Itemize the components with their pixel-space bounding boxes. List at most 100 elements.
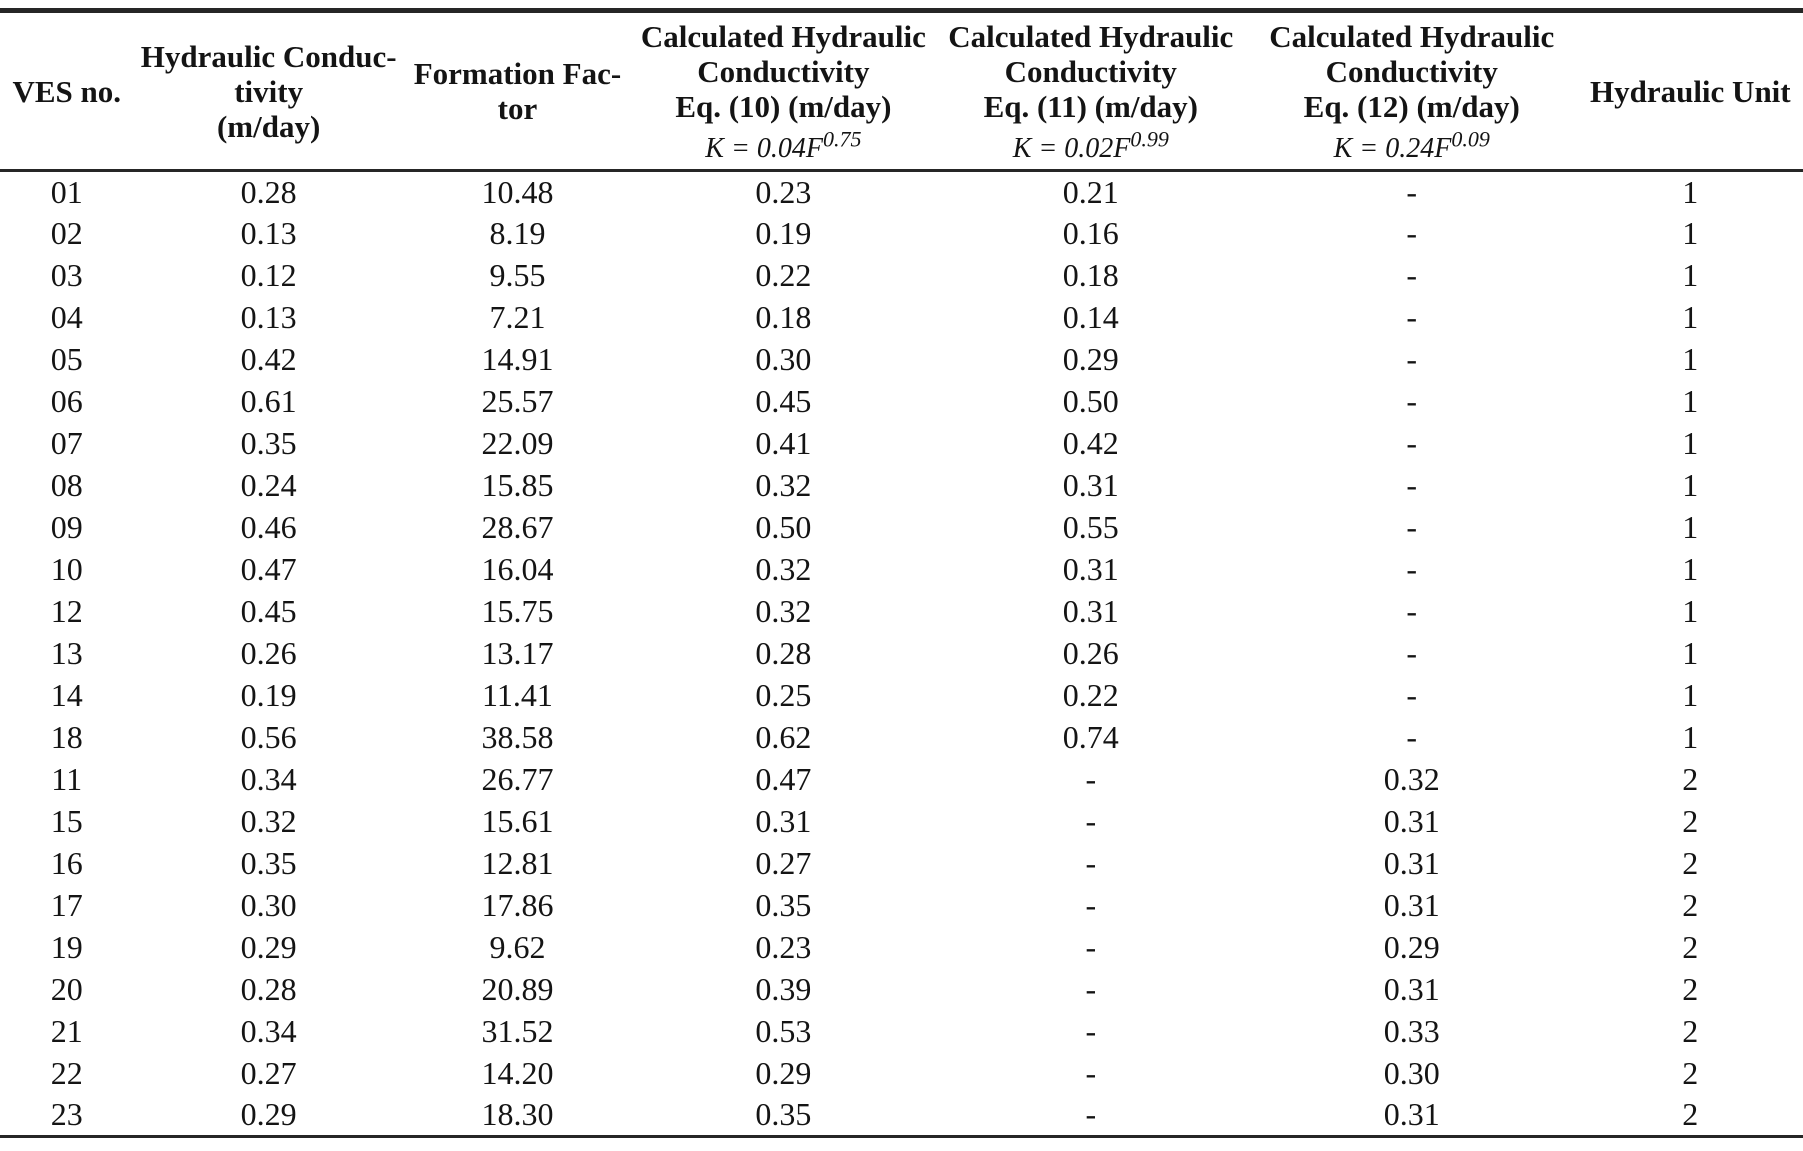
table-cell: 0.31 bbox=[1062, 593, 1119, 629]
table-cell: 2 bbox=[1682, 1096, 1699, 1133]
formula-base: K = 0.04F bbox=[705, 132, 823, 164]
header-text: Calculated Hydraulic Conductivity Eq. (11)… bbox=[936, 19, 1246, 124]
table-cell: 0.31 bbox=[1383, 1096, 1440, 1133]
table-cell: 0.41 bbox=[755, 425, 812, 461]
header-text: Calculated Hydraulic Conductivity Eq. (12)… bbox=[1246, 19, 1578, 124]
table-cell: 26.77 bbox=[481, 761, 554, 797]
table-cell: 0.27 bbox=[755, 845, 812, 881]
table-cell: 0.50 bbox=[755, 509, 812, 545]
table-cell: 2 bbox=[1682, 1055, 1699, 1091]
table-cell: 07 bbox=[50, 425, 83, 461]
table-cell: 0.34 bbox=[240, 1013, 297, 1049]
table-cell: 0.29 bbox=[1062, 341, 1119, 377]
table-cell: 02 bbox=[50, 215, 83, 251]
table-cell: - bbox=[1406, 173, 1418, 210]
header-text: VES no. bbox=[0, 74, 133, 109]
table-cell: 21 bbox=[50, 1013, 83, 1049]
table-cell: 0.18 bbox=[1062, 257, 1119, 293]
table-cell: 0.32 bbox=[1383, 761, 1440, 797]
table-cell: - bbox=[1406, 257, 1418, 293]
header-row: VES no. Hydraulic Conduc-tivity (m/day) F… bbox=[0, 10, 1803, 172]
column-header-hydraulic-unit: Hydraulic Unit bbox=[1577, 10, 1803, 172]
table-row: 10 0.47 16.04 0.32 0.31 - 1 bbox=[0, 549, 1803, 591]
table-row: 15 0.32 15.61 0.31 - 0.31 2 bbox=[0, 801, 1803, 843]
table-cell: 0.23 bbox=[755, 173, 812, 210]
table-cell: 0.61 bbox=[240, 383, 297, 419]
table-cell: 0.56 bbox=[240, 719, 297, 755]
table-cell: 9.55 bbox=[489, 257, 546, 293]
table-cell: 0.53 bbox=[755, 1013, 812, 1049]
formula-eq10: K = 0.04F0.75 bbox=[631, 128, 936, 164]
column-header-ves-no: VES no. bbox=[0, 10, 134, 172]
table-cell: 0.31 bbox=[755, 803, 812, 839]
table-cell: 38.58 bbox=[481, 719, 554, 755]
table-cell: 23 bbox=[50, 1096, 83, 1133]
table-cell: 0.25 bbox=[755, 677, 812, 713]
table-cell: 22 bbox=[50, 1055, 83, 1091]
table-cell: - bbox=[1406, 677, 1418, 713]
table-row: 08 0.24 15.85 0.32 0.31 - 1 bbox=[0, 465, 1803, 507]
table-cell: 9.62 bbox=[489, 929, 546, 965]
table-cell: 0.30 bbox=[755, 341, 812, 377]
table-cell: 0.62 bbox=[755, 719, 812, 755]
table-cell: - bbox=[1085, 887, 1097, 923]
table-cell: 20 bbox=[50, 971, 83, 1007]
table-cell: 2 bbox=[1682, 803, 1699, 839]
table-cell: 11 bbox=[51, 761, 83, 797]
table-cell: 18 bbox=[50, 719, 83, 755]
table-cell: 1 bbox=[1682, 719, 1699, 755]
table-cell: 1 bbox=[1682, 341, 1699, 377]
header-line: Conductivity bbox=[697, 53, 870, 89]
table-cell: 16 bbox=[50, 845, 83, 881]
formula-eq11: K = 0.02F0.99 bbox=[936, 128, 1246, 164]
table-cell: 0.31 bbox=[1383, 845, 1440, 881]
table-cell: 0.22 bbox=[755, 257, 812, 293]
table-cell: 09 bbox=[50, 509, 83, 545]
table-cell: 11.41 bbox=[482, 677, 553, 713]
table-cell: 12 bbox=[50, 593, 83, 629]
table-cell: 1 bbox=[1682, 635, 1699, 671]
table-cell: 0.28 bbox=[240, 173, 297, 210]
table-cell: 0.12 bbox=[240, 257, 297, 293]
table-row: 06 0.61 25.57 0.45 0.50 - 1 bbox=[0, 381, 1803, 423]
table-cell: 31.52 bbox=[481, 1013, 554, 1049]
table-cell: 0.32 bbox=[755, 551, 812, 587]
table-row: 01 0.28 10.48 0.23 0.21 - 1 bbox=[0, 171, 1803, 213]
table-cell: 01 bbox=[50, 173, 83, 210]
table-cell: 0.42 bbox=[240, 341, 297, 377]
table-row: 02 0.13 8.19 0.19 0.16 - 1 bbox=[0, 213, 1803, 255]
table-cell: 0.28 bbox=[240, 971, 297, 1007]
table-cell: 08 bbox=[50, 467, 83, 503]
table-cell: - bbox=[1085, 761, 1097, 797]
table-cell: - bbox=[1406, 341, 1418, 377]
table-cell: 2 bbox=[1682, 845, 1699, 881]
header-line: (m/day) bbox=[216, 108, 321, 144]
table-cell: 1 bbox=[1682, 173, 1699, 210]
header-line: Calculated Hydraulic bbox=[640, 18, 926, 54]
table-cell: 18.30 bbox=[481, 1096, 554, 1133]
table-cell: 0.22 bbox=[1062, 677, 1119, 713]
table-cell: 0.19 bbox=[755, 215, 812, 251]
table-cell: 0.35 bbox=[755, 887, 812, 923]
table-cell: - bbox=[1085, 845, 1097, 881]
table-cell: 1 bbox=[1682, 257, 1699, 293]
table-cell: 0.31 bbox=[1383, 803, 1440, 839]
formula-eq12: K = 0.24F0.09 bbox=[1246, 128, 1578, 164]
table-cell: 1 bbox=[1682, 551, 1699, 587]
table-cell: 0.35 bbox=[240, 425, 297, 461]
table-cell: 13.17 bbox=[481, 635, 554, 671]
table-cell: - bbox=[1085, 1013, 1097, 1049]
table-cell: 0.29 bbox=[240, 1096, 297, 1133]
table-cell: 19 bbox=[50, 929, 83, 965]
column-header-hydraulic-conductivity: Hydraulic Conduc-tivity (m/day) bbox=[133, 10, 404, 172]
table-cell: 8.19 bbox=[489, 215, 546, 251]
table-cell: 1 bbox=[1682, 593, 1699, 629]
table-cell: 0.31 bbox=[1383, 971, 1440, 1007]
column-header-calculated-eq12: Calculated Hydraulic Conductivity Eq. (12)… bbox=[1245, 10, 1578, 172]
table-cell: 14.20 bbox=[481, 1055, 554, 1091]
table-cell: - bbox=[1406, 383, 1418, 419]
header-line: Hydraulic Unit bbox=[1589, 73, 1791, 109]
table-cell: 0.23 bbox=[755, 929, 812, 965]
table-cell: 0.34 bbox=[240, 761, 297, 797]
table-cell: 0.47 bbox=[240, 551, 297, 587]
